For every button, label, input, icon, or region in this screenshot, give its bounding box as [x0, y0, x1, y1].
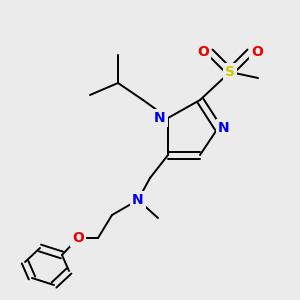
Text: O: O: [72, 231, 84, 245]
Text: O: O: [251, 45, 263, 59]
Text: O: O: [197, 45, 209, 59]
Text: S: S: [225, 65, 235, 79]
Text: N: N: [218, 121, 230, 135]
Text: N: N: [132, 193, 144, 207]
Text: N: N: [154, 111, 166, 125]
